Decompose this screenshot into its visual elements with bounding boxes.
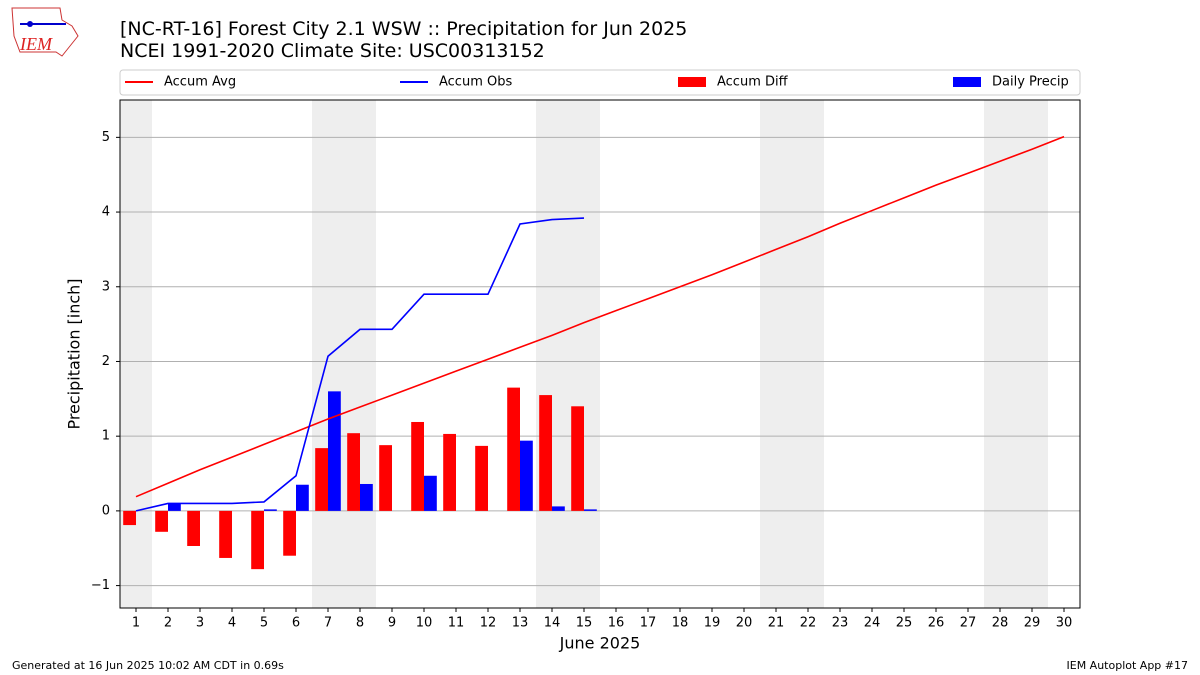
legend-label: Accum Diff [717,75,789,90]
bar [251,510,264,570]
y-tick-label: 5 [102,130,110,145]
bar [539,395,552,511]
bar [168,503,181,511]
bar [296,484,309,511]
x-tick-label: 22 [800,616,817,631]
chart-title: [NC-RT-16] Forest City 2.1 WSW :: Precip… [120,18,687,40]
bar [283,510,296,556]
legend-swatch [953,77,981,87]
footer-right: IEM Autoplot App #17 [1067,659,1189,672]
x-tick-label: 17 [640,616,657,631]
y-axis-label: Precipitation [inch] [65,278,84,429]
line [135,135,1065,498]
bar [411,421,424,511]
bar [507,387,520,511]
bar [347,433,360,511]
weekend-shade [792,100,824,608]
bar [379,445,392,511]
x-tick-label: 3 [196,616,204,631]
bar [475,445,488,511]
x-tick-label: 8 [356,616,364,631]
plot-frame [119,99,1081,609]
x-tick-label: 6 [292,616,300,631]
x-tick-label: 16 [608,616,625,631]
bar [360,483,373,511]
bar [219,510,232,558]
bar [424,475,437,511]
x-tick-label: 18 [672,616,689,631]
x-tick-label: 24 [864,616,881,631]
x-tick-label: 11 [448,616,465,631]
line [135,217,585,512]
bar [315,448,328,511]
x-tick-label: 15 [576,616,593,631]
y-tick-label: 3 [102,279,110,294]
logo-text: IEM [19,34,53,54]
x-tick-label: 29 [1024,616,1041,631]
x-tick-label: 20 [736,616,753,631]
x-tick-label: 14 [544,616,561,631]
y-tick-label: 2 [102,354,110,369]
bar [584,509,597,511]
logo-outline [11,7,79,57]
weekend-shade [120,100,152,608]
x-tick-label: 30 [1056,616,1073,631]
bar [571,406,584,511]
bar [123,510,136,526]
bar [520,440,533,511]
x-tick-label: 26 [928,616,945,631]
y-tick-label: −1 [91,578,110,593]
legend-label: Accum Obs [439,75,512,90]
weekend-shade [312,100,344,608]
bar [328,391,341,511]
weekend-shade [984,100,1016,608]
chart-subtitle: NCEI 1991-2020 Climate Site: USC00313152 [120,40,545,62]
logo-dot [27,21,33,27]
x-tick-label: 9 [388,616,396,631]
legend-label: Daily Precip [992,75,1069,90]
x-tick-label: 2 [164,616,172,631]
legend-swatch [678,77,706,87]
bar [187,510,200,546]
x-tick-label: 25 [896,616,913,631]
weekend-shade [344,100,376,608]
x-tick-label: 21 [768,616,785,631]
bar [264,509,277,511]
bar [155,510,168,532]
y-tick-label: 4 [102,205,110,220]
x-tick-label: 10 [416,616,433,631]
x-tick-label: 19 [704,616,721,631]
weekend-shade [568,100,600,608]
y-tick-label: 1 [102,429,110,444]
legend-box [119,69,1081,96]
footer-left: Generated at 16 Jun 2025 10:02 AM CDT in… [12,659,284,672]
x-tick-label: 23 [832,616,849,631]
x-tick-label: 5 [260,616,268,631]
logo: IEM [11,7,79,57]
weekend-shade [1016,100,1048,608]
x-tick-label: 1 [132,616,140,631]
bar [552,506,565,511]
x-tick-label: 28 [992,616,1009,631]
weekend-shade [760,100,792,608]
x-tick-label: 12 [480,616,497,631]
x-tick-label: 27 [960,616,977,631]
weekend-shade [536,100,568,608]
y-tick-label: 0 [102,503,110,518]
x-tick-label: 4 [228,616,236,631]
legend-label: Accum Avg [164,75,236,90]
x-tick-label: 7 [324,616,332,631]
x-tick-label: 13 [512,616,529,631]
x-axis-label: June 2025 [559,634,641,653]
bar [443,433,456,511]
